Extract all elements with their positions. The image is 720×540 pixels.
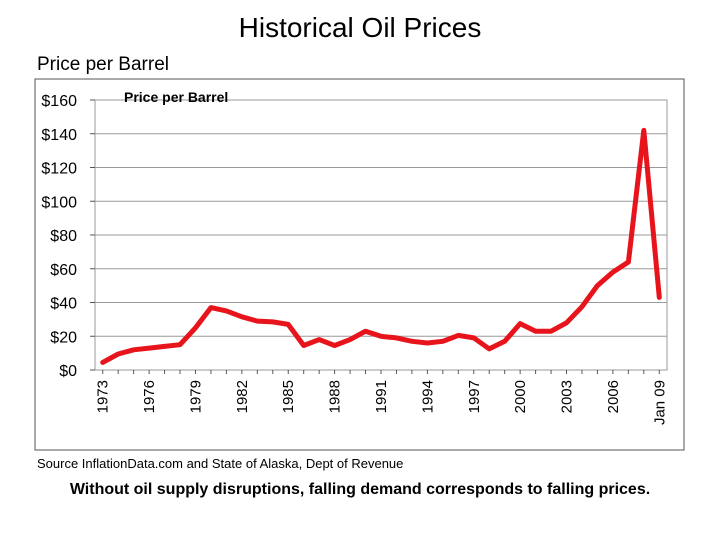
data-point — [657, 295, 661, 299]
x-tick-label: 1985 — [280, 380, 297, 413]
y-axis-ticks: $0 $20 $40 $60 $80 $100 $120 $140 $160 — [41, 93, 95, 380]
data-point — [518, 322, 522, 326]
data-point — [534, 329, 538, 333]
x-tick-label: Jan 09 — [651, 380, 668, 425]
x-tick-label: 1982 — [234, 380, 251, 413]
data-point — [302, 344, 306, 348]
data-point — [317, 338, 321, 342]
data-point — [240, 315, 244, 319]
data-point — [456, 333, 460, 337]
data-point — [147, 346, 151, 350]
y-tick-label: $0 — [59, 363, 77, 380]
y-tick-label: $160 — [41, 93, 77, 110]
data-point — [425, 341, 429, 345]
x-tick-label: 1991 — [373, 380, 390, 413]
caption: Without oil supply disruptions, falling … — [69, 481, 651, 498]
data-point — [472, 336, 476, 340]
data-point — [364, 329, 368, 333]
series-label: Price per Barrel — [124, 89, 228, 105]
y-tick-label: $140 — [41, 127, 77, 144]
data-point — [255, 319, 259, 323]
data-point — [178, 343, 182, 347]
series-layer — [100, 127, 662, 365]
y-tick-label: $20 — [50, 329, 77, 346]
y-tick-label: $40 — [50, 296, 77, 313]
data-point — [163, 344, 167, 348]
data-point — [116, 352, 120, 356]
x-tick-label: 1979 — [187, 380, 204, 413]
data-point — [595, 284, 599, 288]
y-tick-label: $120 — [41, 161, 77, 178]
y-tick-label: $80 — [50, 228, 77, 245]
data-point — [224, 309, 228, 313]
data-point — [565, 321, 569, 325]
data-point — [209, 306, 213, 310]
data-point — [410, 339, 414, 343]
data-point — [580, 305, 584, 309]
x-axis-ticks: 1973 1976 1979 1982 1985 1988 1991 1994 1997 2000… — [95, 370, 668, 425]
data-point — [611, 270, 615, 274]
x-tick-label: 1988 — [327, 380, 344, 413]
data-point — [487, 347, 491, 351]
x-tick-label: 1976 — [141, 380, 158, 413]
chart-frame — [34, 78, 685, 451]
data-point — [333, 344, 337, 348]
data-point — [642, 128, 646, 132]
data-point — [193, 326, 197, 330]
x-tick-label: 1973 — [95, 380, 112, 413]
y-tick-label: $60 — [50, 262, 77, 279]
x-tick-label: 2003 — [559, 380, 576, 413]
data-point — [626, 260, 630, 264]
x-tick-label: 1994 — [419, 380, 436, 413]
data-point — [348, 338, 352, 342]
y-tick-label: $100 — [41, 194, 77, 211]
data-point — [271, 320, 275, 324]
data-point — [549, 329, 553, 333]
x-tick-label: 1997 — [466, 380, 483, 413]
x-tick-label: 2006 — [605, 380, 622, 413]
data-point — [101, 360, 105, 364]
slide-title: Historical Oil Prices — [238, 12, 482, 43]
data-point — [286, 322, 290, 326]
data-point — [503, 339, 507, 343]
data-point — [132, 348, 136, 352]
x-tick-label: 2000 — [512, 380, 529, 413]
y-unit-label: Price per Barrel — [37, 54, 169, 75]
source-line: Source InflationData.com and State of Al… — [37, 456, 404, 471]
data-point — [394, 336, 398, 340]
data-point — [379, 334, 383, 338]
data-point — [441, 339, 445, 343]
